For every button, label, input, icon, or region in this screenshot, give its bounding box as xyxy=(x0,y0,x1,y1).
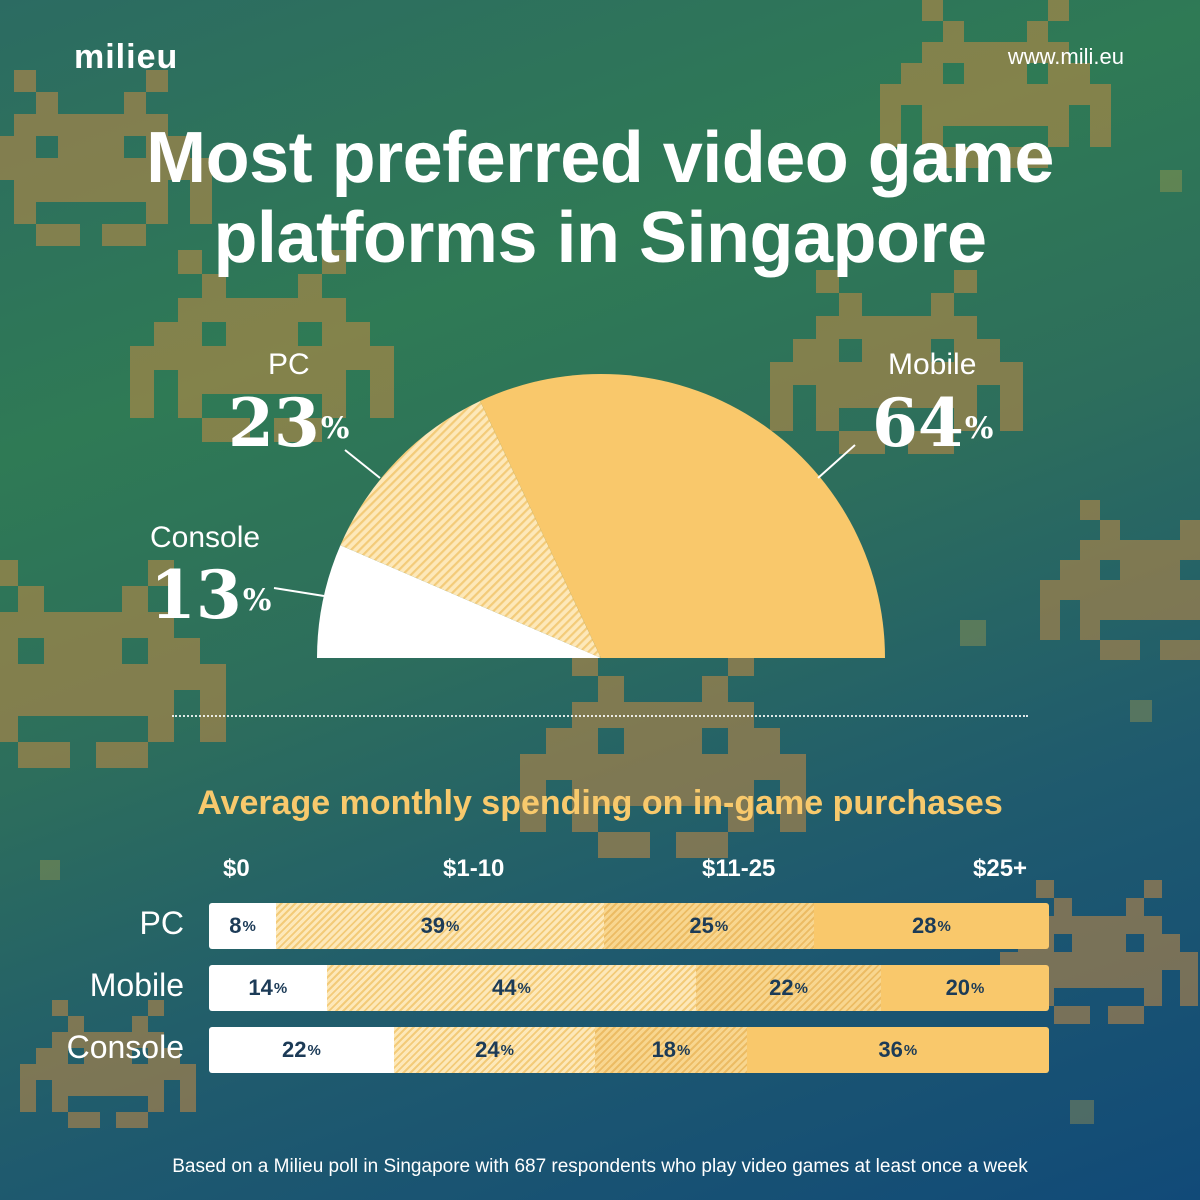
milieu-logo: milieu xyxy=(74,38,179,76)
legend-25-plus-dollars: $25+ xyxy=(973,855,1028,882)
website-url: www.mili.eu xyxy=(1007,44,1124,69)
pie-slice-mobile xyxy=(480,373,885,658)
bar-segment-mobile-1-10: 44% xyxy=(326,965,697,1011)
bar-segment-mobile-25-plus: 20% xyxy=(880,965,1049,1011)
spending-chart-title: Average monthly spending on in-game purc… xyxy=(197,784,1003,822)
bar-segment-pc-1-10: 39% xyxy=(276,903,604,949)
pie-value-console: 13% xyxy=(150,556,272,634)
stacked-bar-mobile: 14% 44% 22% 20% xyxy=(209,965,1049,1011)
legend-1-10-dollars: $1-10 xyxy=(443,855,505,882)
bar-segment-console-25-plus: 36% xyxy=(746,1027,1049,1073)
pie-value-pc: 23% xyxy=(228,384,350,462)
pie-label-pc: PC xyxy=(268,348,310,381)
footnote: Based on a Milieu poll in Singapore with… xyxy=(172,1156,1028,1177)
bar-segment-console-1-10: 24% xyxy=(393,1027,596,1073)
pc-leader-line xyxy=(344,449,381,479)
stacked-bar-pc: 8% 39% 25% 28% xyxy=(209,903,1049,949)
pie-label-mobile: Mobile xyxy=(888,348,977,381)
title-line-2: platforms in Singapore xyxy=(213,198,987,278)
bar-segment-pc-11-25: 25% xyxy=(603,903,814,949)
legend-0-dollars: $0 xyxy=(223,855,250,882)
section-divider xyxy=(172,715,1028,717)
bar-segment-mobile-0: 14% xyxy=(209,965,327,1011)
pie-label-console: Console xyxy=(150,521,261,554)
page-title: Most preferred video game platforms in S… xyxy=(60,118,1140,278)
row-label-mobile: Mobile xyxy=(89,967,184,1003)
bar-segment-console-11-25: 18% xyxy=(595,1027,747,1073)
title-line-1: Most preferred video game xyxy=(146,118,1054,198)
row-label-pc: PC xyxy=(139,905,184,941)
bar-segment-pc-25-plus: 28% xyxy=(813,903,1049,949)
bar-segment-pc-0: 8% xyxy=(209,903,277,949)
console-leader-line xyxy=(273,587,325,597)
pie-value-mobile: 64% xyxy=(872,384,994,462)
bar-segment-console-0: 22% xyxy=(209,1027,394,1073)
bar-segment-mobile-11-25: 22% xyxy=(696,965,881,1011)
pie-slice-console xyxy=(317,545,601,658)
stacked-bar-console: 22% 24% 18% 36% xyxy=(209,1027,1049,1073)
legend-11-25-dollars: $11-25 xyxy=(702,855,776,882)
row-label-console: Console xyxy=(66,1029,184,1065)
mobile-leader-line xyxy=(817,444,856,479)
pie-slice-pc xyxy=(340,401,601,658)
